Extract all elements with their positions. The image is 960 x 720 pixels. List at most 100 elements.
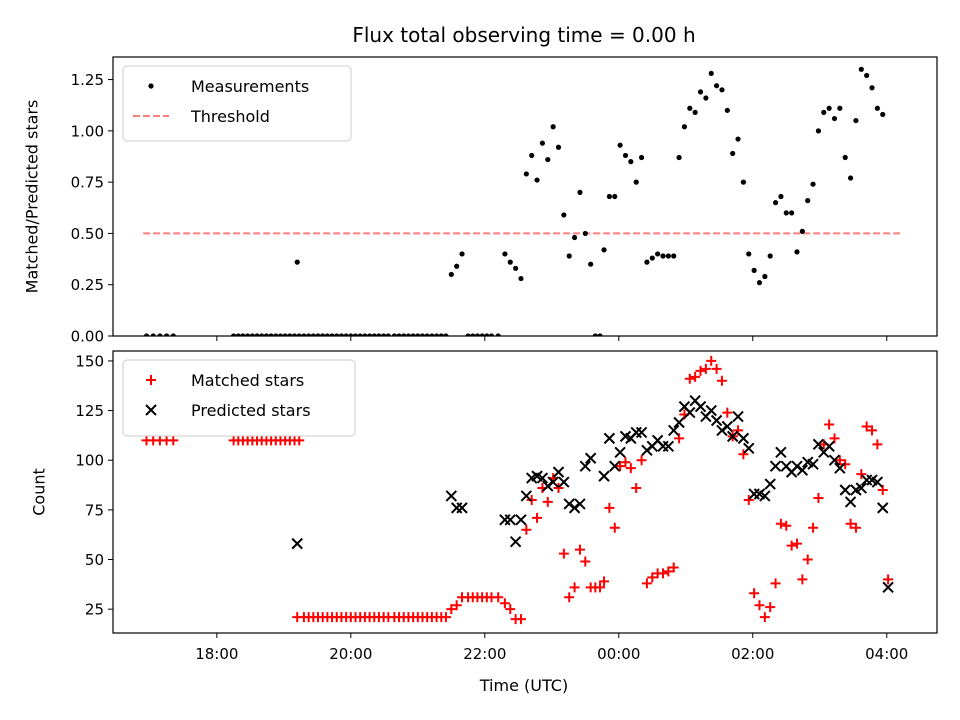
data-point — [749, 588, 760, 599]
data-point — [550, 124, 556, 130]
data-point — [438, 333, 444, 336]
data-point — [502, 251, 508, 257]
legend-label: Threshold — [190, 107, 270, 126]
data-point — [443, 333, 449, 336]
data-point — [853, 117, 859, 124]
data-point — [245, 333, 251, 336]
y-tick-label: 75 — [85, 501, 104, 519]
data-point — [807, 458, 819, 470]
data-point — [633, 179, 639, 185]
data-point — [823, 440, 835, 453]
y-axis-label: Matched/Predicted stars — [23, 100, 42, 294]
data-point — [649, 255, 655, 261]
data-point — [668, 424, 680, 437]
data-point — [470, 333, 476, 336]
data-point — [694, 400, 707, 413]
data-point — [663, 566, 674, 577]
data-point — [424, 333, 430, 336]
data-point — [684, 406, 696, 419]
data-point — [839, 484, 851, 496]
data-point — [555, 144, 562, 150]
data-point — [869, 85, 875, 91]
data-point — [808, 522, 819, 533]
data-point — [769, 460, 782, 472]
data-point — [815, 128, 822, 134]
data-point — [834, 455, 845, 466]
data-point — [867, 425, 878, 436]
data-point — [743, 442, 755, 455]
data-point — [821, 109, 827, 115]
data-point — [523, 171, 529, 177]
data-point — [726, 430, 739, 443]
data-point — [837, 105, 843, 111]
data-point — [287, 333, 293, 336]
data-point — [786, 540, 797, 551]
data-point — [730, 150, 736, 157]
data-point — [874, 105, 880, 111]
data-point — [571, 234, 578, 241]
data-point — [249, 333, 255, 336]
data-point — [824, 419, 835, 430]
data-point — [719, 87, 725, 93]
data-point — [564, 592, 575, 603]
data-point — [882, 581, 894, 594]
data-point — [844, 496, 857, 508]
data-point — [291, 537, 303, 550]
data-point — [553, 483, 564, 494]
data-point — [362, 333, 368, 336]
data-point — [738, 449, 749, 460]
data-point — [505, 604, 516, 615]
data-point — [474, 333, 481, 336]
data-point — [850, 522, 861, 533]
legend-marker — [145, 404, 157, 416]
panels: 0.00 0.25 0.50 0.75 1.00 1.25 Matched/Predicte… — [23, 56, 938, 663]
legend-marker — [146, 375, 156, 385]
data-point — [756, 280, 763, 286]
data-point — [810, 181, 816, 187]
data-point — [547, 476, 559, 488]
data-point — [599, 576, 610, 587]
legend-box — [122, 65, 352, 142]
data-point — [770, 578, 781, 589]
data-point — [794, 249, 800, 255]
y-tick-label: 50 — [85, 551, 104, 569]
data-point — [263, 333, 270, 336]
data-point — [872, 439, 883, 450]
x-tick-label: 00:00 — [597, 645, 640, 663]
data-point — [240, 333, 246, 336]
data-point — [764, 478, 776, 490]
y-tick-label: 0.50 — [71, 225, 104, 243]
data-point — [743, 494, 754, 505]
data-point — [855, 482, 868, 494]
data-point — [579, 460, 592, 472]
data-point — [673, 416, 685, 429]
series-predicted-stars — [291, 394, 894, 594]
data-point — [499, 598, 510, 609]
data-point — [751, 267, 757, 273]
legend-box — [122, 359, 356, 437]
data-point — [539, 140, 546, 146]
data-point — [671, 253, 677, 259]
legend-marker — [148, 83, 154, 89]
data-point — [847, 175, 854, 181]
data-point — [357, 333, 363, 336]
y-axis-label: Count — [30, 468, 49, 516]
legend-label: Predicted stars — [191, 401, 311, 420]
data-point — [163, 333, 170, 336]
data-point — [620, 457, 631, 468]
data-point — [655, 251, 661, 257]
data-marks — [143, 66, 901, 336]
legend-label: Measurements — [191, 77, 309, 96]
data-point — [614, 446, 626, 458]
data-point — [828, 454, 841, 466]
y-tick-label: 1.00 — [71, 122, 104, 140]
data-point — [352, 333, 359, 336]
data-point — [584, 452, 597, 464]
plot-frame — [112, 350, 938, 634]
data-point — [391, 333, 397, 336]
data-point — [834, 462, 846, 474]
data-point — [609, 522, 620, 533]
data-point — [606, 193, 613, 200]
data-point — [772, 200, 779, 206]
